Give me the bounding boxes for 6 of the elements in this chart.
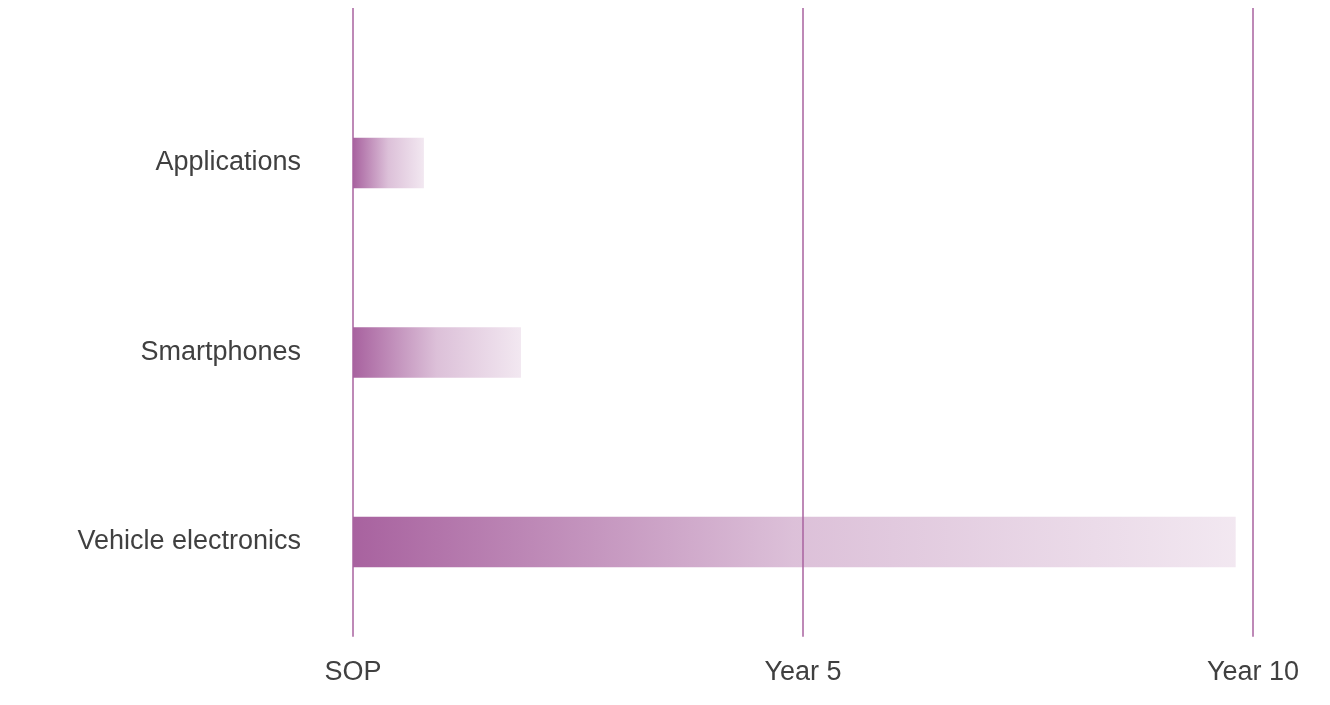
text: SOP <box>324 655 382 686</box>
ref-line-label: Year 10 <box>1206 655 1300 686</box>
y-tick-label: Smartphones <box>140 335 301 366</box>
ref-line-label: Year 5 <box>764 655 842 686</box>
y-tick-label: Applications <box>155 146 301 177</box>
y-tick-label: Vehicle electronics <box>77 525 301 556</box>
